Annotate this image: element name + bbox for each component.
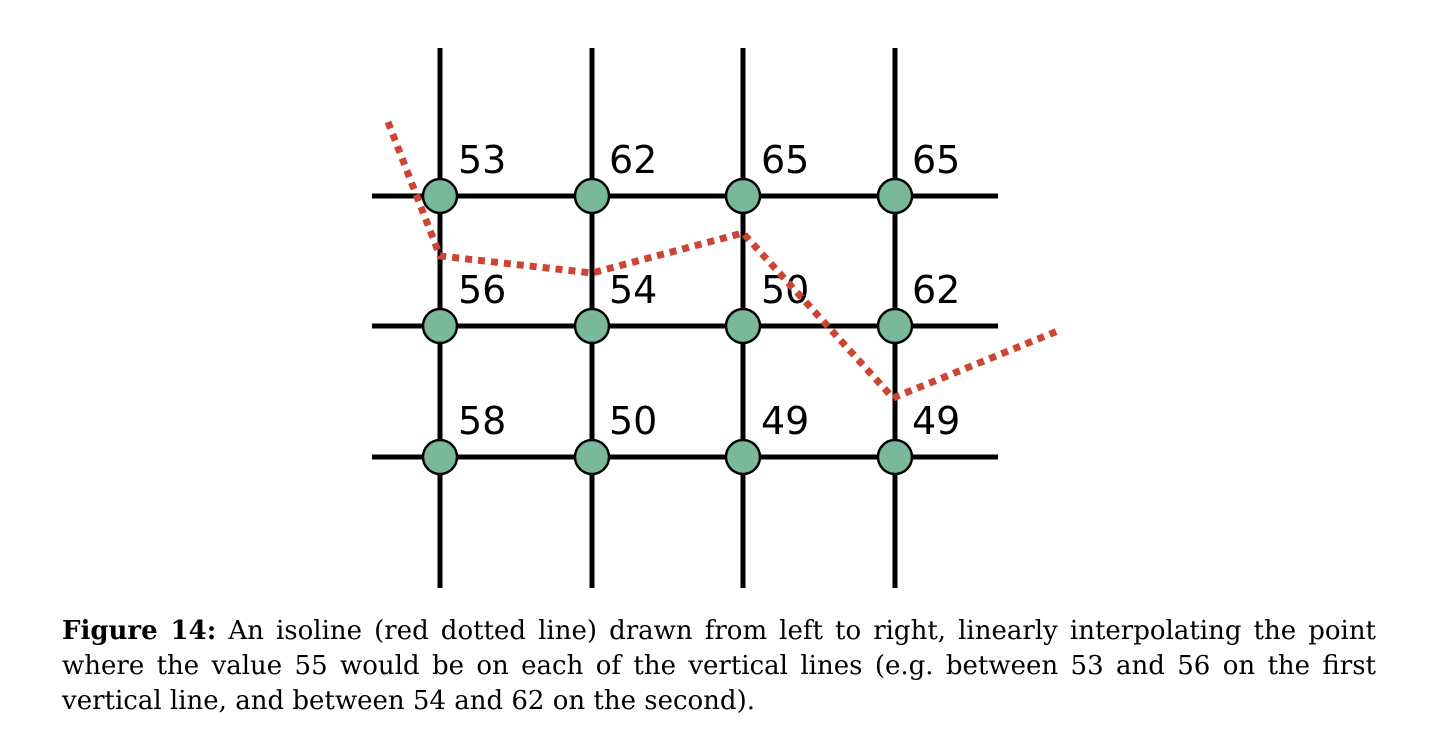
node-value: 65 [912,138,960,182]
grid-node [876,438,914,476]
caption-text: An isoline (red dotted line) drawn from … [62,616,1377,716]
node-value: 49 [761,399,809,443]
grid-node [724,438,762,476]
grid-lines [372,48,998,588]
figure-label: Figure 14: [62,616,217,646]
figure-caption: Figure 14: An isoline (red dotted line) … [62,614,1376,719]
grid-nodes [421,177,914,476]
node-value: 49 [912,399,960,443]
grid-node [573,177,611,215]
isoline-diagram: 53 62 65 65 56 54 50 62 58 50 49 49 [372,48,1062,588]
grid-node [724,177,762,215]
grid-node [421,307,459,345]
grid-node [573,307,611,345]
node-value: 62 [912,268,960,312]
grid-node [876,307,914,345]
node-value: 53 [458,138,506,182]
node-value: 65 [761,138,809,182]
isoline [384,120,1062,403]
node-value: 62 [609,138,657,182]
grid-node [876,177,914,215]
node-values: 53 62 65 65 56 54 50 62 58 50 49 49 [458,138,960,443]
grid-node [724,307,762,345]
grid-node [421,438,459,476]
node-value: 54 [609,268,657,312]
grid-node [421,177,459,215]
node-value: 56 [458,268,506,312]
node-value: 50 [609,399,657,443]
node-value: 58 [458,399,506,443]
grid-node [573,438,611,476]
